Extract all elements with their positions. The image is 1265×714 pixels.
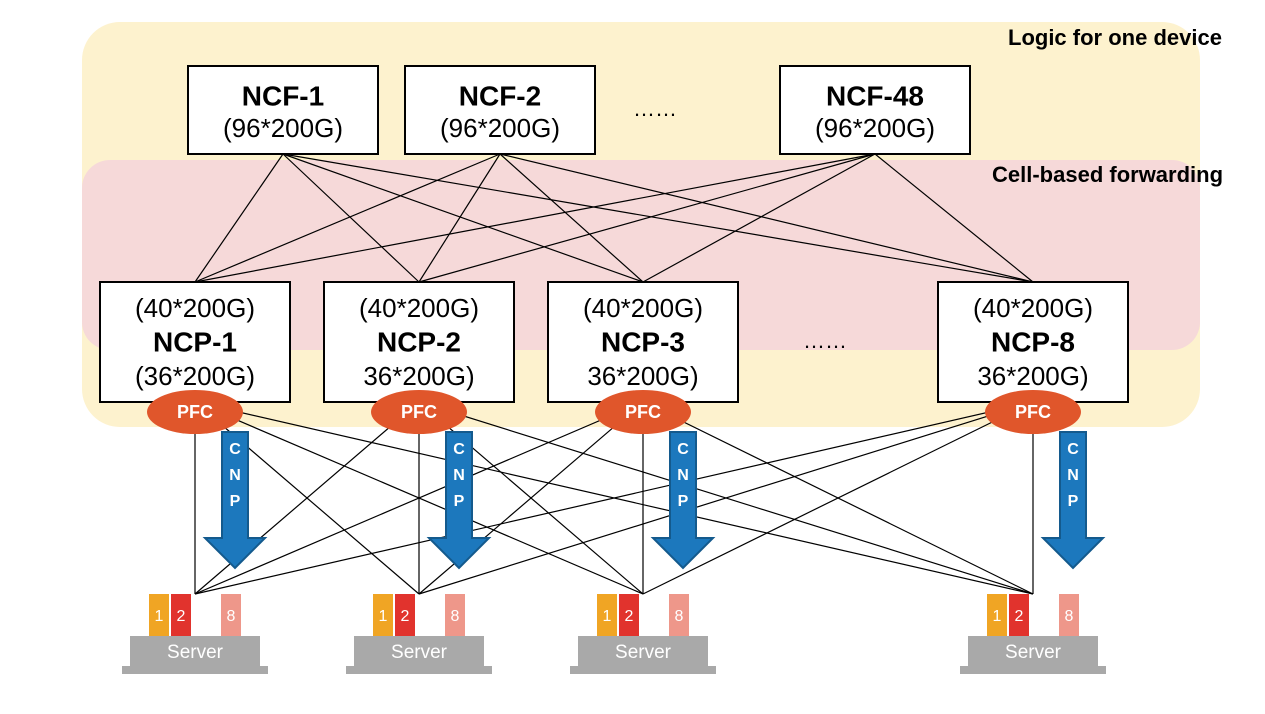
server-port-2-label: 2 (177, 608, 186, 625)
network-diagram: Logic for one device Cell-based forwardi… (0, 0, 1265, 714)
server-row: 12…8Server12…8Server12…8Server12…8Server (122, 594, 1106, 674)
server-port-1-label: 1 (993, 608, 1002, 625)
ncf-subtitle: (96*200G) (440, 113, 560, 143)
cnp-arrow: CNP (205, 432, 265, 568)
server-label: Server (615, 642, 672, 663)
server-port-2-label: 2 (401, 608, 410, 625)
ncp-downlink-label: 36*200G) (977, 361, 1088, 391)
pfc-badge: PFC (985, 390, 1081, 434)
cnp-letter: P (454, 493, 465, 510)
cnp-letter: P (1068, 493, 1079, 510)
cnp-row: CNPCNPCNPCNP (205, 432, 1103, 568)
cnp-letter: N (677, 467, 689, 484)
cnp-letter: C (1067, 441, 1079, 458)
server-port-ellipsis: … (419, 610, 435, 627)
server-port-ellipsis: … (643, 610, 659, 627)
ncp-downlink-label: 36*200G) (363, 361, 474, 391)
ncf-row: NCF-1(96*200G)NCF-2(96*200G)NCF-48(96*20… (188, 66, 970, 154)
server-node: 12 … 8Server (346, 594, 492, 674)
cnp-letter: C (229, 441, 241, 458)
server-port-8-label: 8 (1065, 608, 1074, 625)
ncp-uplink-label: (40*200G) (583, 293, 703, 323)
cnp-arrow: CNP (653, 432, 713, 568)
cnp-letter: P (678, 493, 689, 510)
ncf-node: NCF-48(96*200G) (780, 66, 970, 154)
server-port-ellipsis: … (1033, 610, 1049, 627)
ncf-subtitle: (96*200G) (815, 113, 935, 143)
cnp-letter: C (453, 441, 465, 458)
ncp-uplink-label: (40*200G) (135, 293, 255, 323)
ncp-server-links (195, 402, 1033, 594)
server-port-8-label: 8 (227, 608, 236, 625)
ncf-node: NCF-2(96*200G) (405, 66, 595, 154)
ncp-node: (40*200G)NCP-2 36*200G) (324, 282, 514, 402)
pfc-badge: PFC (595, 390, 691, 434)
ncp-name: NCP-2 (377, 326, 461, 357)
cnp-letter: N (453, 467, 465, 484)
server-port-1-label: 1 (603, 608, 612, 625)
ncp-name: NCP-1 (153, 326, 237, 357)
cnp-letter: C (677, 441, 689, 458)
ncp-row: (40*200G)NCP-1(36*200G)(40*200G)NCP-236*… (100, 282, 1128, 402)
ncf-subtitle: (96*200G) (223, 113, 343, 143)
server-label: Server (167, 642, 224, 663)
cnp-letter: P (230, 493, 241, 510)
server-node: 12 … 8Server (122, 594, 268, 674)
pfc-label: PFC (1015, 402, 1051, 422)
cnp-arrow: CNP (1043, 432, 1103, 568)
ncp-uplink-label: (40*200G) (359, 293, 479, 323)
server-node: 12 … 8Server (960, 594, 1106, 674)
server-base (960, 666, 1106, 674)
ncf-node: NCF-1(96*200G) (188, 66, 378, 154)
ncf-name: NCF-48 (826, 80, 924, 111)
pfc-badge: PFC (371, 390, 467, 434)
server-port-8-label: 8 (451, 608, 460, 625)
server-port-8-label: 8 (675, 608, 684, 625)
cnp-letter: N (229, 467, 241, 484)
cnp-arrow: CNP (429, 432, 489, 568)
server-label: Server (1005, 642, 1062, 663)
server-base (346, 666, 492, 674)
ncp-downlink-label: (36*200G) (135, 361, 255, 391)
ncp-node: (40*200G)NCP-8 36*200G) (938, 282, 1128, 402)
server-node: 12 … 8Server (570, 594, 716, 674)
server-label: Server (391, 642, 448, 663)
ncf-name: NCF-1 (242, 80, 324, 111)
ncp-uplink-label: (40*200G) (973, 293, 1093, 323)
legend-outer: Logic for one device (1008, 25, 1222, 50)
pfc-label: PFC (177, 402, 213, 422)
server-base (122, 666, 268, 674)
pfc-badge: PFC (147, 390, 243, 434)
ncp-node: (40*200G)NCP-3 36*200G) (548, 282, 738, 402)
ncp-node: (40*200G)NCP-1 (36*200G) (100, 282, 290, 402)
server-port-2-label: 2 (1015, 608, 1024, 625)
ncp-downlink-label: 36*200G) (587, 361, 698, 391)
ncp-ellipsis: …… (803, 328, 847, 353)
server-base (570, 666, 716, 674)
ncp-name: NCP-8 (991, 326, 1075, 357)
cnp-letter: N (1067, 467, 1079, 484)
pfc-label: PFC (625, 402, 661, 422)
server-port-ellipsis: … (195, 610, 211, 627)
ncp-name: NCP-3 (601, 326, 685, 357)
server-port-1-label: 1 (155, 608, 164, 625)
pfc-label: PFC (401, 402, 437, 422)
server-port-2-label: 2 (625, 608, 634, 625)
ncf-ellipsis: …… (633, 96, 677, 121)
legend-inner: Cell-based forwarding (992, 162, 1223, 187)
ncf-name: NCF-2 (459, 80, 541, 111)
server-port-1-label: 1 (379, 608, 388, 625)
